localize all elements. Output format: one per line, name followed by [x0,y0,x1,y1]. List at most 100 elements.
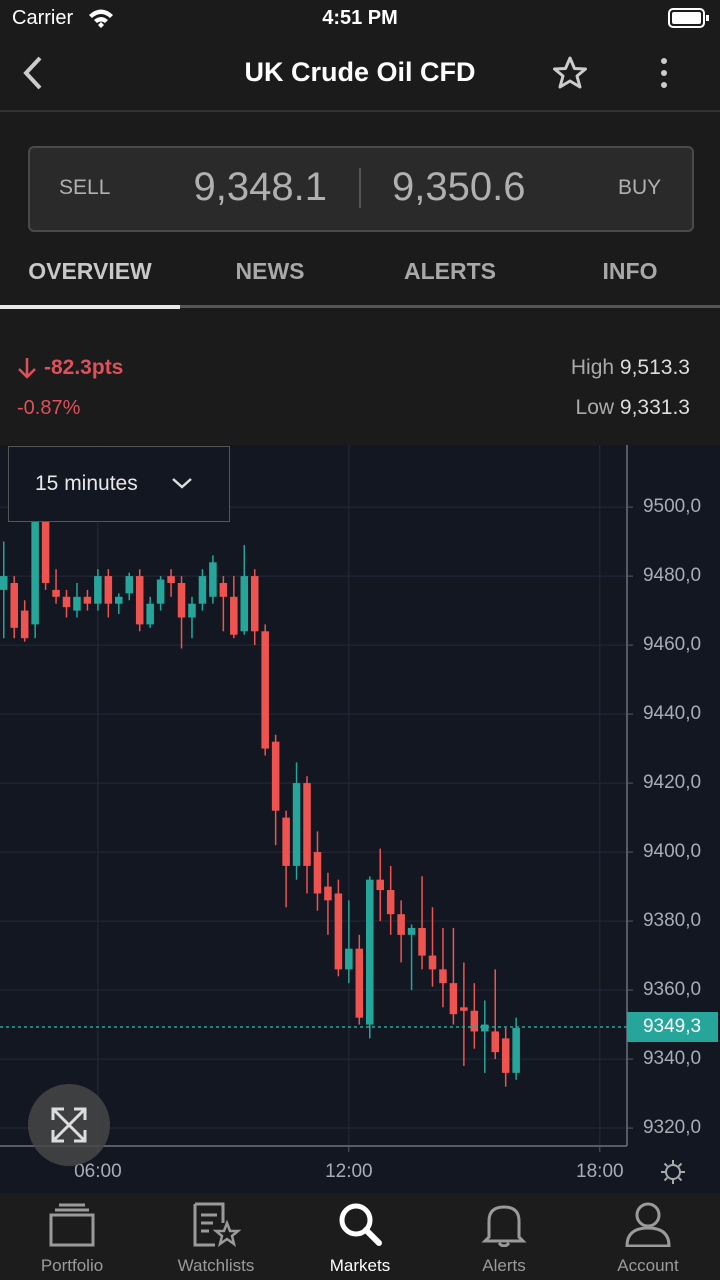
dropdown-chevron[interactable] [170,475,194,491]
price-divider [359,168,361,208]
nav-item[interactable]: Account [576,1193,720,1280]
nav-item[interactable]: Portfolio [0,1193,144,1280]
candle-body [491,1031,500,1053]
nav-label[interactable]: Portfolio [40,1256,104,1275]
interval-dropdown[interactable] [8,446,230,522]
candle-body [209,562,217,597]
candle-body [20,610,29,639]
candle-body [167,576,175,583]
tab[interactable]: OVERVIEW [28,258,152,284]
x-tick-label: 06:00 [74,1161,122,1182]
back-button[interactable] [20,55,46,91]
buy-price[interactable]: 9,350.6 [392,165,526,209]
candle-body [386,890,395,915]
battery-icon [668,8,709,28]
candle-body [376,879,384,891]
favorite-button[interactable] [552,55,588,91]
candle-body [104,576,113,604]
nav-label[interactable]: Watchlists [177,1256,255,1275]
candle-body [250,576,259,632]
candle-body [83,596,92,604]
last-price-badge [627,1011,718,1042]
y-tick-label: 9440,0 [643,703,701,724]
clock: 4:51 PM [322,7,398,29]
candle-body [282,817,290,866]
buy-label[interactable]: BUY [618,176,662,199]
candle-body [0,576,8,590]
x-tick-label: 12:00 [325,1161,373,1182]
carrier: Carrier [12,7,74,29]
candle-body [219,582,228,597]
y-tick-label: 9320,0 [643,1117,701,1138]
candle-body [10,582,18,628]
divider [0,110,720,112]
high-value: 9,513.3 [619,356,690,379]
candle-body [481,1024,489,1032]
settings-icon[interactable] [659,1158,687,1186]
candle-body [439,969,447,984]
candle-body [62,596,71,608]
watchlists-icon [193,1202,241,1247]
nav-item[interactable]: Watchlists [144,1193,288,1280]
low-value: 9,331.3 [619,396,690,419]
candle-body [146,603,154,625]
candle-body [428,955,437,970]
candle-body [460,1007,468,1011]
interval-label[interactable]: 15 minutes [35,472,138,495]
nav-label[interactable]: Markets [329,1256,391,1275]
sell-label[interactable]: SELL [59,176,111,199]
y-tick-label: 9460,0 [643,634,701,655]
candle-body [407,927,416,935]
candle-body [303,783,311,866]
candle-body [397,914,405,935]
sell-price[interactable]: 9,348.1 [193,165,327,209]
candle-body [31,520,39,625]
candle-body [449,983,458,1015]
candle-body [135,576,144,625]
nav-item[interactable]: Markets [288,1193,432,1280]
y-tick-label: 9500,0 [643,496,701,517]
down-arrow [18,358,36,379]
candle-body [345,948,353,970]
tab[interactable]: ALERTS [404,258,496,284]
low-label: Low [575,396,615,419]
nav-item[interactable]: Alerts [432,1193,576,1280]
more-button[interactable] [654,56,674,90]
candle-body [324,886,332,901]
last-price-label: 9349,3 [643,1016,701,1037]
change: -82.3pts [44,356,124,379]
alerts-icon [481,1205,527,1247]
y-tick-label: 9420,0 [643,772,701,793]
candle-body [73,596,81,611]
expand-icon[interactable] [50,1106,88,1144]
candle-body [292,783,301,866]
tab[interactable]: NEWS [235,258,305,284]
candle-body [470,1010,479,1032]
candle-body [334,893,343,970]
nav-label[interactable]: Account [617,1256,679,1275]
chart: 9320,0 9340,0 9360,0 9380,0 9400,0 9420,0 9440… [0,445,720,1193]
candle-body [156,579,165,604]
y-tick-label: 9380,0 [643,910,701,931]
account-icon [625,1202,671,1247]
y-tick-label: 9340,0 [643,1048,701,1069]
y-tick-label: 9480,0 [643,565,701,586]
tab-indicator [0,305,180,309]
tab[interactable]: INFO [602,258,658,284]
candle-body [501,1038,510,1073]
candle-body [271,741,280,811]
candle-body [125,576,134,594]
price-box [28,146,694,232]
nav-label[interactable]: Alerts [482,1256,526,1275]
candle-body [177,582,186,618]
candle-body [512,1028,520,1073]
y-tick-label: 9400,0 [643,841,701,862]
candle-body [188,603,196,618]
candle-body [365,879,374,1025]
candle-body [52,589,60,597]
candle-body [94,576,102,604]
wifi-icon [89,9,113,28]
y-tick-label: 9360,0 [643,979,701,1000]
markets-icon [339,1203,382,1246]
